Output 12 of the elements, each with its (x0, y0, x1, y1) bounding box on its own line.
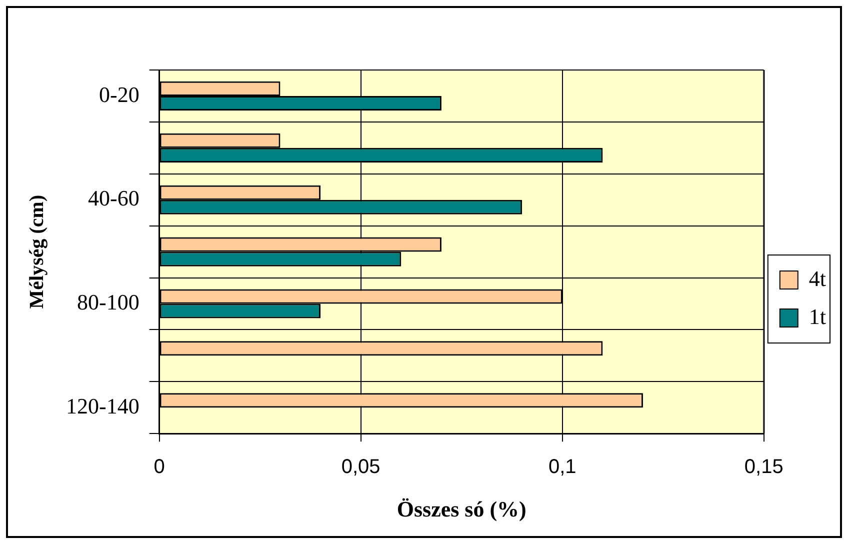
x-axis-title: Összes só (%) (396, 496, 526, 522)
y-tick-label: 0-20 (99, 82, 140, 107)
legend-label: 4t (808, 266, 826, 291)
x-tick-label: 0,05 (341, 456, 380, 478)
y-tick-label: 120-140 (66, 393, 140, 418)
x-tick-label: 0 (154, 456, 165, 478)
legend-label: 1t (808, 304, 826, 329)
x-tick-label: 0,15 (744, 456, 784, 478)
y-axis-title: Mélység (cm) (26, 194, 48, 309)
x-tick-label: 0,1 (548, 456, 576, 478)
y-tick-label: 80-100 (77, 290, 140, 315)
y-tick-label: 40-60 (88, 186, 140, 211)
